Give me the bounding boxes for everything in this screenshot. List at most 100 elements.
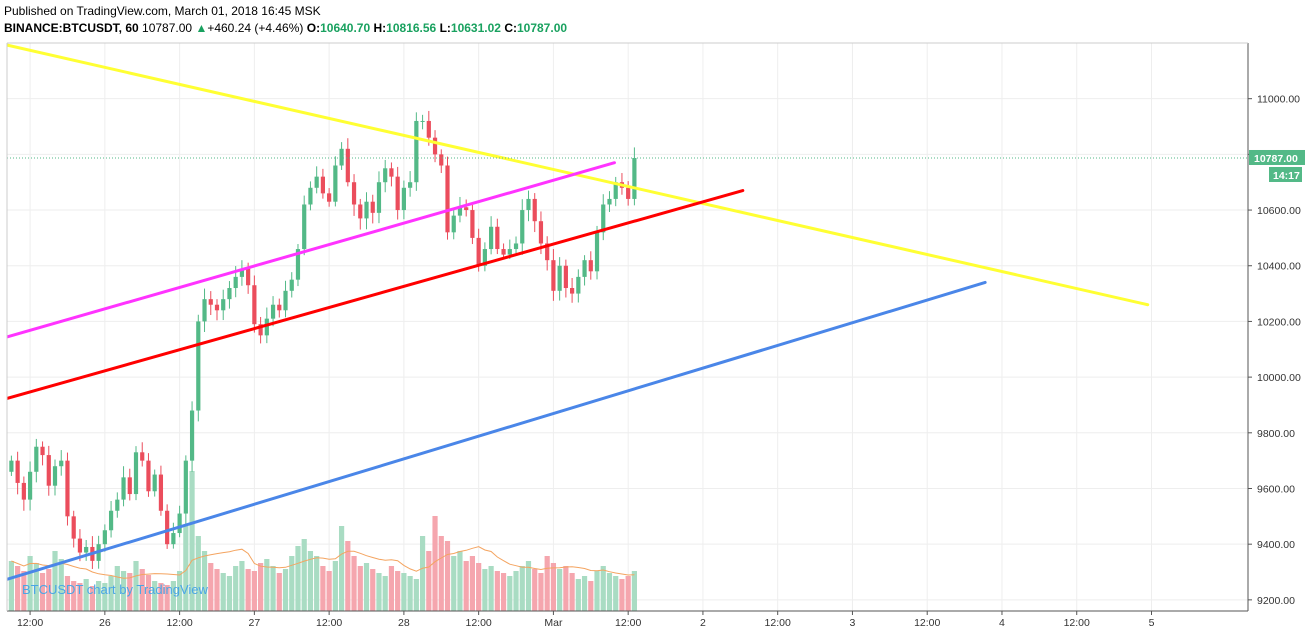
candle-body xyxy=(395,176,400,211)
candle-body xyxy=(545,243,550,261)
close-value: 10787.00 xyxy=(516,21,568,35)
volume-bar xyxy=(588,581,594,611)
time-axis: 12:00 26 12:00 27 12:00 28 12:00 Mar 12:00 2 12:00… xyxy=(17,611,1155,629)
candle-body xyxy=(351,182,357,205)
candle-body xyxy=(152,474,157,492)
candle-body xyxy=(158,474,164,511)
volume-bar xyxy=(338,526,345,611)
candle-body xyxy=(632,157,637,199)
candle-body xyxy=(570,288,575,294)
volume-bar xyxy=(295,546,301,611)
candle-body xyxy=(196,321,201,411)
candle-body xyxy=(613,182,618,199)
candle-body xyxy=(607,198,612,205)
volume-bar xyxy=(276,573,282,611)
candle-body xyxy=(46,455,51,486)
candle-body xyxy=(389,168,394,177)
x-tick-label: 12:00 xyxy=(914,617,940,629)
chart-header: Published on TradingView.com, March 01, … xyxy=(4,3,567,37)
volume-bar xyxy=(233,566,239,611)
volume-bar xyxy=(289,556,295,611)
candle-body xyxy=(482,249,487,266)
y-tick-label: 9400.00 xyxy=(1257,539,1295,551)
volume-bar xyxy=(33,563,39,611)
candle-body xyxy=(376,182,382,213)
candle-body xyxy=(401,187,406,211)
candle-body xyxy=(115,499,120,511)
candle-body xyxy=(426,120,431,138)
candle-body xyxy=(464,207,469,211)
volume-bar xyxy=(388,566,395,611)
open-value: 10640.70 xyxy=(320,21,371,35)
candle-body xyxy=(576,276,581,294)
volume-bar xyxy=(301,539,307,611)
volume-bar xyxy=(363,563,370,611)
volume-bar xyxy=(139,569,145,611)
volume-bar xyxy=(351,556,357,611)
candle-body xyxy=(65,460,70,517)
x-tick-label: 4 xyxy=(999,617,1005,629)
volume-bar xyxy=(226,576,233,611)
candle-body xyxy=(414,120,419,183)
volume-bar xyxy=(631,571,637,611)
countdown-tag: 14:17 xyxy=(1273,170,1300,182)
candle-body xyxy=(146,460,151,492)
candle-body xyxy=(432,137,438,155)
x-tick-label: 3 xyxy=(850,617,856,629)
last-price-tag: 10787.00 xyxy=(1254,153,1298,165)
candle-body xyxy=(208,299,213,305)
y-tick-label: 9800.00 xyxy=(1257,428,1295,440)
volume-bar xyxy=(120,571,127,611)
published-line: Published on TradingView.com, March 01, … xyxy=(4,4,321,18)
candle-body xyxy=(165,510,170,545)
volume-bar xyxy=(432,516,438,611)
volume-bar xyxy=(563,566,569,611)
volume-bar xyxy=(507,576,513,611)
candle-body xyxy=(538,221,544,244)
candle-body xyxy=(470,210,475,238)
volume-bar xyxy=(71,581,77,611)
chart-grid xyxy=(7,43,1248,611)
volume-bar xyxy=(64,576,71,611)
low-label: L: xyxy=(439,21,451,35)
volume-bar xyxy=(314,556,320,611)
chart-frame xyxy=(6,42,1249,612)
volume-bar xyxy=(239,561,245,611)
high-value: 10816.56 xyxy=(386,21,437,35)
candle-body xyxy=(127,477,132,495)
candle-body xyxy=(283,290,288,311)
volume-bar xyxy=(264,559,270,611)
low-value: 10631.02 xyxy=(450,21,501,35)
candle-body xyxy=(408,182,413,188)
volume-bar xyxy=(463,561,469,611)
candle-body xyxy=(295,249,301,280)
volume-bar xyxy=(183,526,189,611)
volume-bar xyxy=(345,541,351,611)
candle-body xyxy=(246,268,251,286)
volume-bar xyxy=(96,581,102,611)
candle-body xyxy=(513,243,519,250)
candle-body xyxy=(582,260,587,277)
watermark-text: BTCUSDT chart by TradingView xyxy=(22,582,209,597)
volume-bar xyxy=(594,571,600,611)
candle-body xyxy=(140,452,145,461)
x-tick-label: 27 xyxy=(249,617,261,629)
candle-body xyxy=(339,148,344,166)
candle-body xyxy=(171,533,176,545)
volume-bar xyxy=(500,573,507,611)
candle-body xyxy=(302,204,307,250)
volume-bar xyxy=(83,579,89,611)
candle-body xyxy=(84,546,89,553)
volume-bar xyxy=(27,556,33,611)
volume-bar xyxy=(575,579,581,611)
x-tick-label: 12:00 xyxy=(166,617,192,629)
volume-bar xyxy=(569,573,575,611)
volume-bar xyxy=(214,569,220,611)
candle-body xyxy=(252,285,257,325)
candle-body xyxy=(102,530,107,545)
volume-bar xyxy=(494,571,500,611)
candle-body xyxy=(320,176,325,194)
volume-bar xyxy=(152,581,158,611)
candle-body xyxy=(383,168,388,183)
